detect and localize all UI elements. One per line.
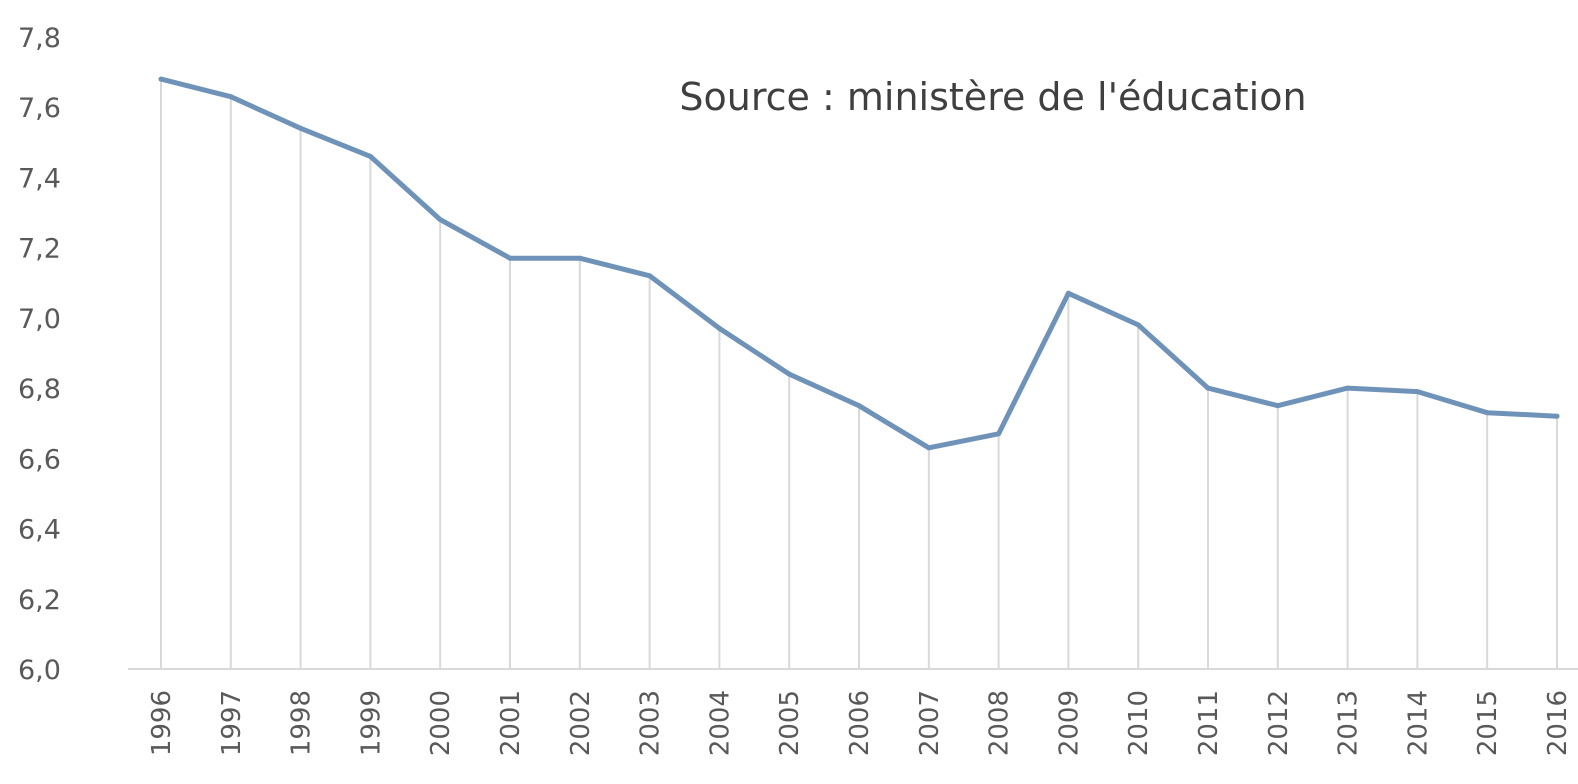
y-tick-label: 7,0: [18, 304, 61, 335]
vertical-gridlines: [160, 79, 1558, 669]
x-tick-label: 2000: [426, 690, 456, 756]
y-tick-label: 7,6: [18, 93, 61, 124]
data-point-2009: [1065, 290, 1071, 296]
data-point-2010: [1135, 322, 1141, 328]
data-point-2003: [647, 273, 653, 279]
x-tick-label: 2006: [845, 690, 875, 756]
x-tick-label: 2001: [496, 690, 526, 756]
data-point-2016: [1554, 413, 1560, 419]
x-tick-label: 1998: [287, 690, 317, 756]
x-tick-label: 2011: [1194, 690, 1224, 756]
data-point-2004: [716, 325, 722, 331]
data-points: [158, 76, 1560, 451]
x-tick-label: 2004: [705, 690, 735, 756]
y-axis-tick-labels: 6,0 6,2 6,4 6,6 6,8 7,0 7,2 7,4 7,6 7,8: [18, 23, 61, 686]
data-point-1998: [298, 125, 304, 131]
data-point-2014: [1414, 389, 1420, 395]
x-tick-label: 2009: [1054, 690, 1084, 756]
data-point-2012: [1275, 403, 1281, 409]
x-axis-tick-labels: 1996 1997 1998 1999 2000 2001 2002 2003 2004 2005…: [147, 690, 1573, 756]
x-tick-label: 2016: [1543, 690, 1573, 756]
data-point-2013: [1345, 385, 1351, 391]
data-point-2000: [437, 217, 443, 223]
data-point-2006: [856, 403, 862, 409]
data-point-1996: [158, 76, 164, 82]
data-point-2011: [1205, 385, 1211, 391]
data-point-2005: [786, 371, 792, 377]
x-tick-label: 2015: [1473, 690, 1503, 756]
y-tick-label: 7,8: [18, 23, 61, 54]
data-point-2008: [996, 431, 1002, 437]
x-tick-label: 1996: [147, 690, 177, 756]
x-tick-label: 2008: [985, 690, 1015, 756]
x-tick-label: 2005: [775, 690, 805, 756]
data-point-2001: [507, 255, 513, 261]
data-point-1997: [228, 94, 234, 100]
x-tick-label: 1999: [356, 690, 386, 756]
x-tick-label: 1997: [217, 690, 247, 756]
y-tick-label: 6,4: [18, 515, 61, 546]
data-point-2007: [926, 445, 932, 451]
y-tick-label: 7,4: [18, 163, 61, 194]
y-tick-label: 6,0: [18, 655, 61, 686]
x-tick-label: 2012: [1264, 690, 1294, 756]
x-tick-label: 2002: [566, 690, 596, 756]
data-point-2015: [1484, 410, 1490, 416]
x-tick-label: 2007: [915, 690, 945, 756]
source-annotation: Source : ministère de l'éducation: [679, 75, 1306, 119]
x-tick-label: 2010: [1124, 690, 1154, 756]
x-tick-label: 2014: [1403, 690, 1433, 756]
y-tick-label: 6,6: [18, 444, 61, 475]
data-point-1999: [367, 153, 373, 159]
y-tick-label: 6,8: [18, 374, 61, 405]
x-tick-label: 2013: [1334, 690, 1364, 756]
data-point-2002: [577, 255, 583, 261]
x-tick-label: 2003: [636, 690, 666, 756]
y-tick-label: 6,2: [18, 585, 61, 616]
y-tick-label: 7,2: [18, 234, 61, 265]
